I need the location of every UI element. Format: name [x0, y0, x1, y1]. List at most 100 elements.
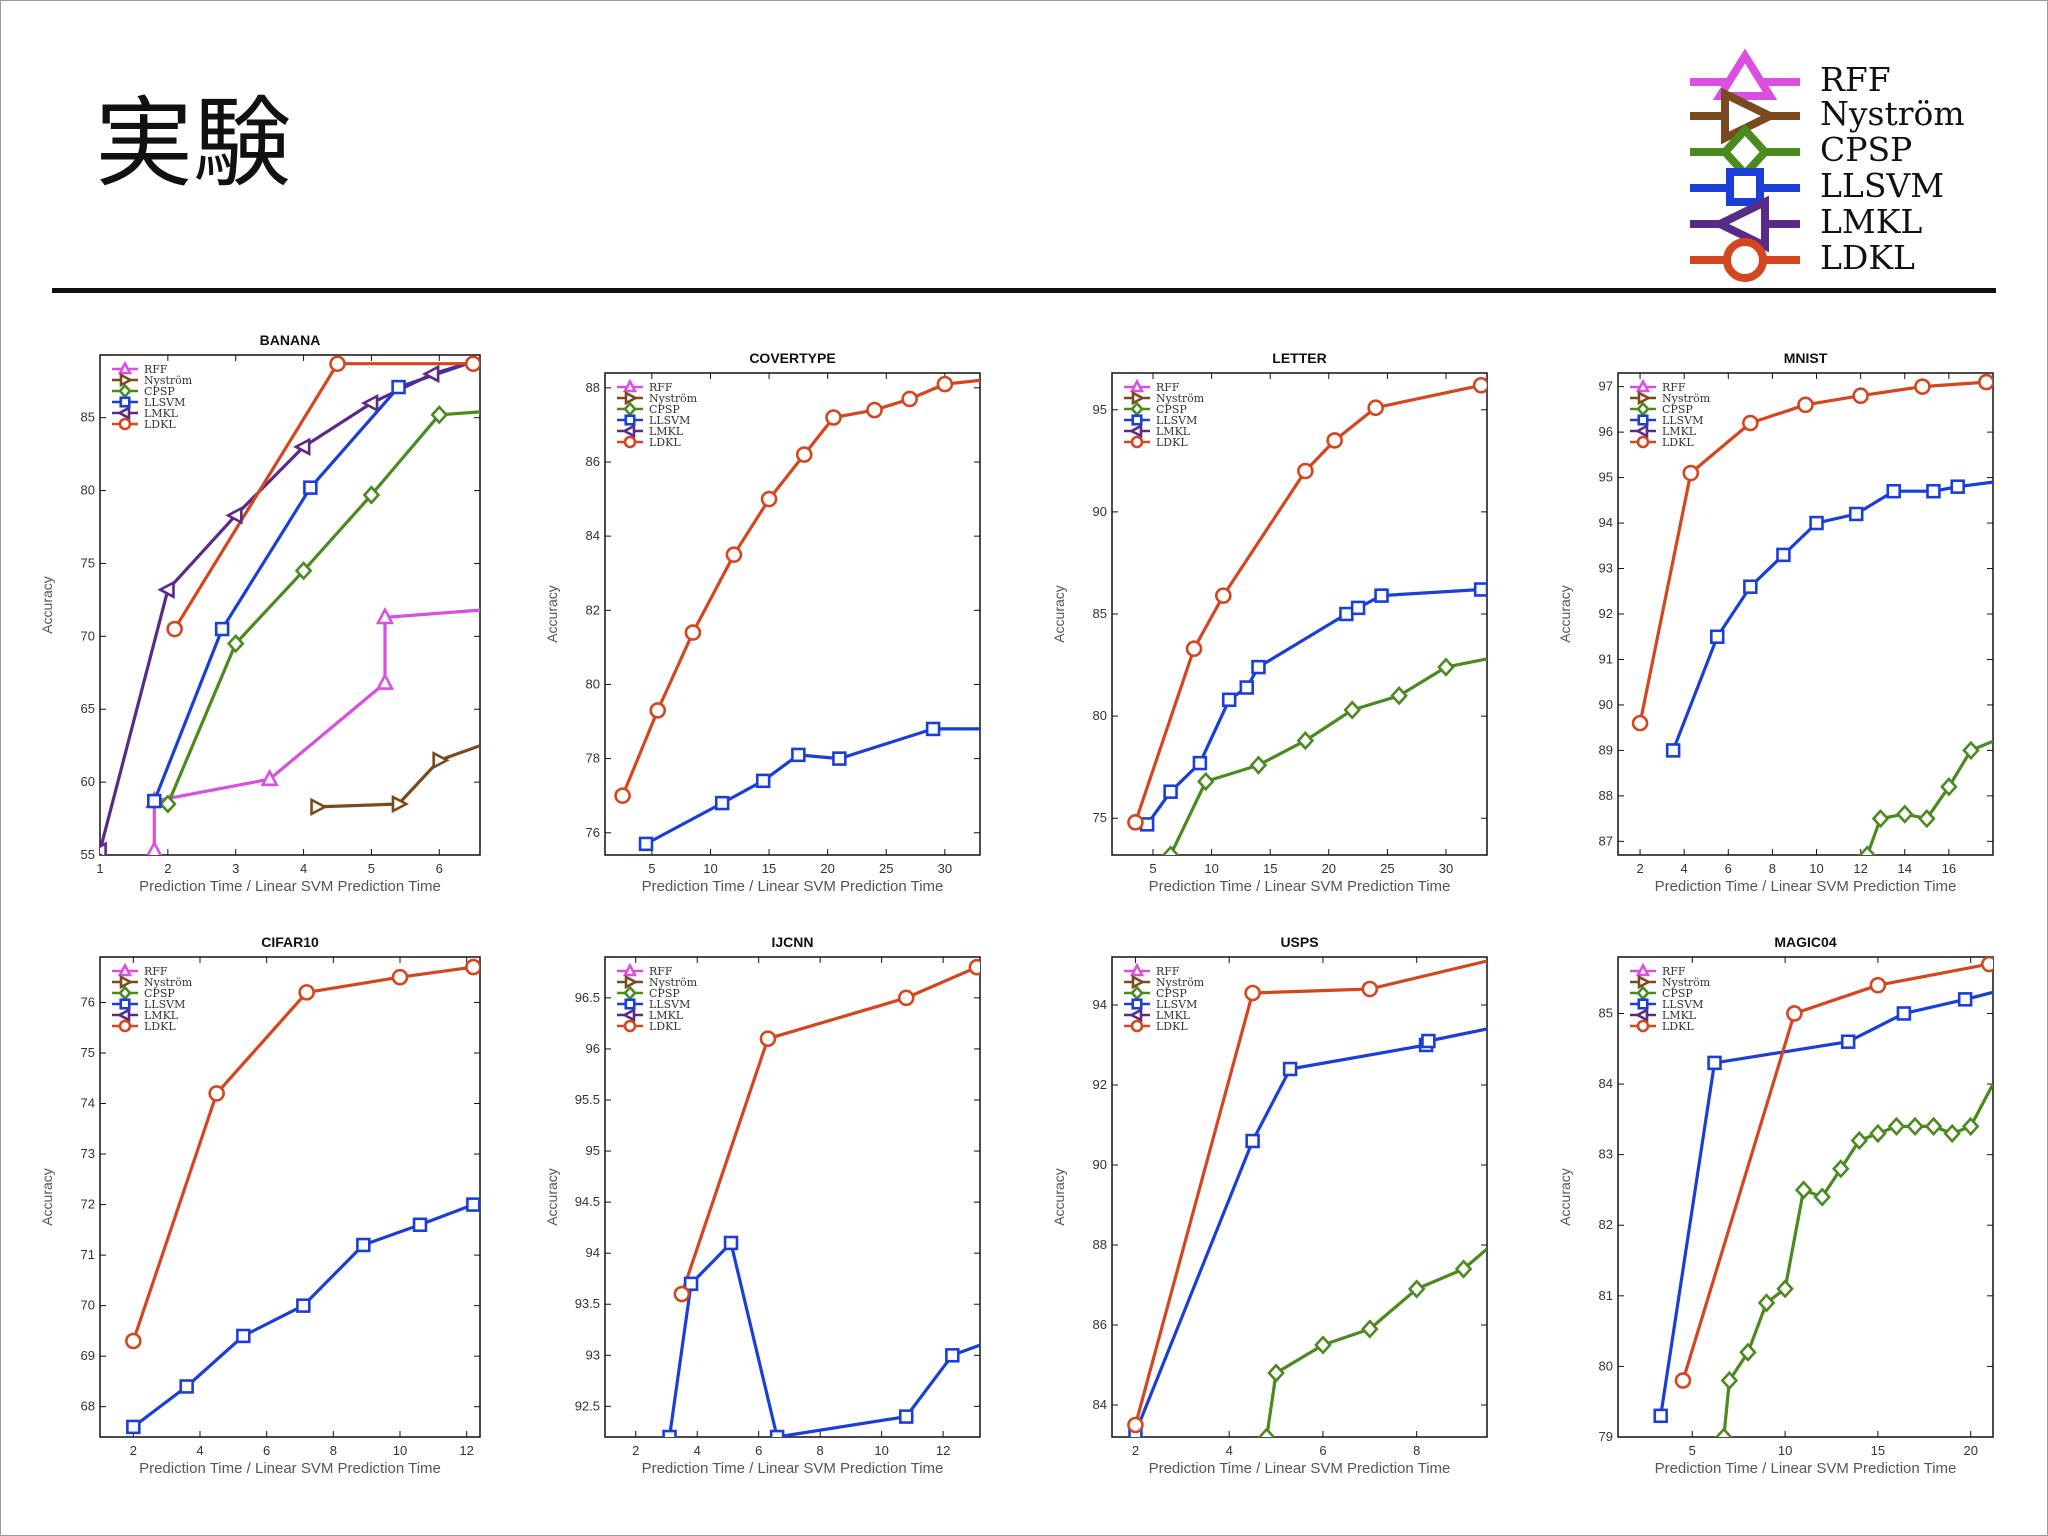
plot-frame	[604, 372, 981, 856]
legend-label: LLSVM	[1662, 414, 1703, 427]
data-point-llsvm	[1707, 1055, 1722, 1071]
x-tick-label: 15	[1871, 1443, 1885, 1458]
chart-title: USPS	[1280, 934, 1318, 950]
data-point-ldkl	[166, 620, 183, 638]
legend-swatch-lmkl-icon	[116, 405, 131, 421]
data-point-cpsp	[159, 794, 177, 814]
legend-item-llsvm: LLSVM	[1690, 166, 2010, 208]
data-point-lmkl	[293, 437, 311, 456]
data-point-cpsp	[1918, 808, 1936, 829]
data-point-llsvm	[1653, 1408, 1668, 1424]
series-layer	[125, 958, 480, 1435]
data-point-llsvm	[126, 1419, 141, 1435]
data-point-lmkl	[422, 364, 440, 384]
y-tick-label: 78	[586, 751, 600, 766]
plot-frame	[1111, 956, 1488, 1438]
x-tick-label: 2	[130, 1443, 137, 1458]
data-point-ldkl	[1797, 396, 1814, 414]
data-point-llsvm	[1776, 547, 1791, 563]
x-tick-label: 2	[1132, 1443, 1139, 1458]
data-point-ldkl	[298, 984, 315, 1001]
data-point-llsvm	[791, 747, 806, 763]
legend-label: Nyström	[649, 976, 698, 989]
y-tick-label: 92	[1093, 1077, 1107, 1092]
data-point-llsvm	[1473, 582, 1487, 597]
x-tick-label: 5	[1149, 861, 1156, 876]
data-point-ldkl	[1297, 462, 1314, 480]
y-axis-label: Accuracy	[544, 1168, 560, 1226]
data-point-llsvm	[832, 751, 847, 766]
legend-label: LDKL	[1156, 1020, 1188, 1033]
y-tick-label: 87	[1599, 833, 1613, 848]
plot-frame	[99, 354, 481, 856]
data-point-llsvm	[1840, 1034, 1856, 1049]
data-point-ldkl	[464, 355, 480, 373]
x-axis-label: Prediction Time / Linear SVM Prediction …	[1655, 1460, 1957, 1477]
series-line-llsvm	[1671, 480, 1993, 751]
data-point-lmkl	[100, 841, 107, 855]
chart-title: LETTER	[1272, 350, 1326, 366]
legend-label: RFF	[1662, 381, 1686, 394]
y-tick-label: 70	[81, 628, 95, 643]
legend-swatch-lmkl-icon	[1128, 1007, 1143, 1023]
x-tick-label: 20	[1322, 861, 1336, 876]
data-point-llsvm	[1350, 600, 1366, 616]
y-tick-label: 84	[1599, 1076, 1613, 1091]
legend-swatch-llsvm-icon	[1131, 998, 1143, 1010]
legend-label: Nyström	[1662, 976, 1711, 989]
data-point-llsvm	[1926, 483, 1941, 499]
data-point-ldkl	[725, 546, 743, 563]
data-point-llsvm	[356, 1237, 371, 1253]
y-tick-label: 94	[586, 1245, 600, 1260]
y-axis-label: Accuracy	[39, 576, 55, 634]
x-tick-label: 15	[1263, 861, 1277, 876]
legend-label: RFF	[649, 965, 673, 978]
legend-label: Nyström	[1156, 976, 1205, 989]
series-line-cpsp	[1865, 739, 1993, 855]
data-point-ldkl	[901, 390, 918, 408]
legend-swatch-nystrom-icon	[624, 390, 639, 406]
legend-label: LLSVM	[144, 998, 185, 1011]
legend-swatch-lmkl-icon	[116, 1007, 131, 1023]
series-line-cpsp	[1169, 657, 1487, 855]
legend-label-cpsp: CPSP	[1820, 130, 1913, 169]
data-point-ldkl	[936, 375, 954, 393]
chart-ijcnn: IJCNN 2 4 6 8 10 12 92.5 93 93.5 94 94.5 95 95.5 96 96.…	[544, 934, 981, 1477]
legend-swatch-lmkl-icon	[621, 1007, 636, 1023]
plot-frame	[604, 956, 981, 1438]
series-layer	[100, 355, 480, 855]
legend-label: CPSP	[1156, 403, 1187, 416]
data-point-rff	[375, 606, 395, 625]
y-tick-label: 93	[586, 1347, 600, 1362]
x-tick-label: 6	[1319, 1443, 1326, 1458]
y-tick-label: 72	[81, 1197, 95, 1212]
y-tick-label: 85	[1599, 1005, 1613, 1020]
y-tick-label: 94	[1599, 515, 1613, 530]
data-point-ldkl	[1244, 984, 1261, 1002]
chart-title: COVERTYPE	[749, 350, 835, 366]
data-point-cpsp	[1161, 845, 1180, 855]
x-axis-label: Prediction Time / Linear SVM Prediction …	[1149, 878, 1451, 895]
data-point-ldkl	[759, 1030, 777, 1048]
data-point-cpsp	[1314, 1335, 1332, 1355]
legend-swatch-llsvm-icon	[1131, 414, 1143, 426]
data-point-lmkl	[360, 393, 379, 413]
x-tick-label: 8	[330, 1443, 337, 1458]
x-tick-label: 10	[393, 1443, 407, 1458]
legend-label: CPSP	[1156, 987, 1187, 1000]
data-point-cpsp	[1407, 1279, 1426, 1299]
data-point-ldkl	[1215, 587, 1232, 604]
chart-title: BANANA	[260, 332, 321, 348]
data-point-llsvm	[1221, 692, 1237, 708]
x-tick-label: 4	[196, 1443, 203, 1458]
legend-swatch-llsvm-icon	[1637, 414, 1649, 426]
legend-label: LDKL	[1662, 436, 1694, 449]
legend-swatch-ldkl-icon	[1130, 435, 1144, 449]
series-line-cpsp	[1722, 1083, 1993, 1437]
legend-label: LLSVM	[649, 414, 690, 427]
legend-label: LMKL	[144, 1009, 179, 1022]
